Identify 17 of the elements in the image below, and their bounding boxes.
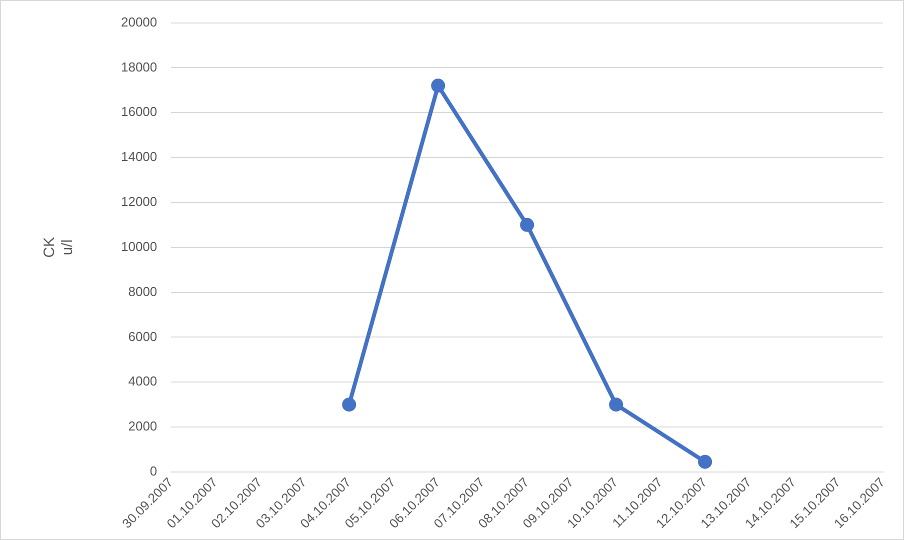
y-tick-label: 16000 — [120, 104, 158, 120]
y-tick-label: 2000 — [128, 418, 158, 434]
y-axis-title: CK u/l — [41, 236, 76, 258]
point — [342, 398, 356, 412]
y-tick-label: 20000 — [120, 14, 158, 30]
point — [609, 398, 624, 412]
y-tick-label: 0 — [150, 464, 158, 479]
point — [698, 454, 712, 469]
y-tick-label: 18000 — [120, 59, 158, 74]
y-tick-label: 4000 — [128, 374, 158, 389]
y-tick-label: 12000 — [120, 194, 158, 210]
y-tick-label: 8000 — [128, 284, 158, 299]
y-tick-label: 14000 — [120, 149, 158, 164]
y-tick-label: 6000 — [128, 328, 158, 344]
point — [431, 78, 446, 93]
y-tick-label: 10000 — [120, 238, 158, 254]
point — [520, 218, 534, 232]
